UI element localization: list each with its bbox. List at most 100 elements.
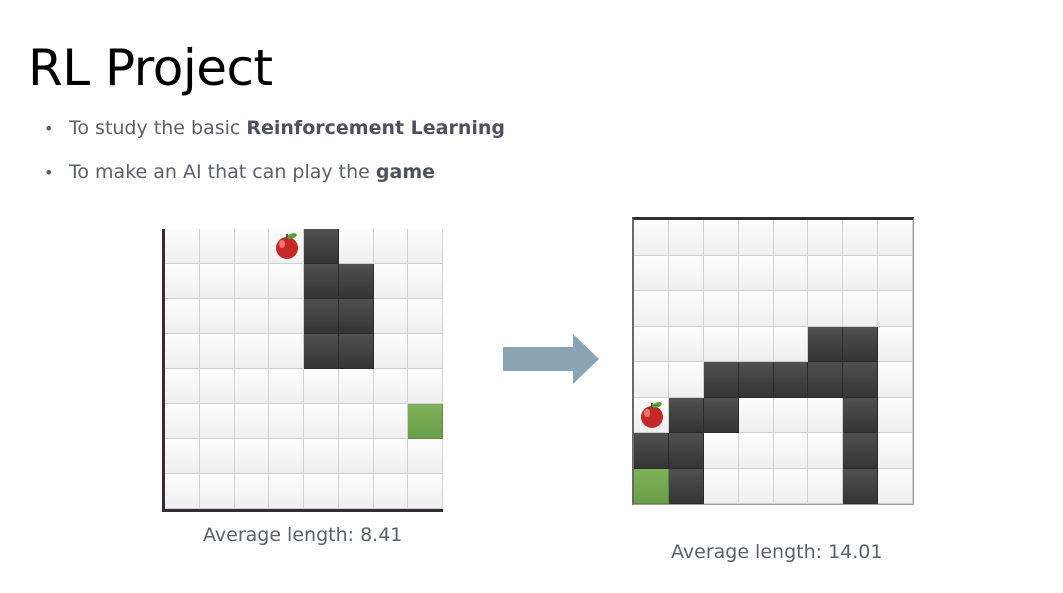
bullet-list: • To study the basic Reinforcement Learni… (44, 112, 505, 200)
board-cell (234, 299, 270, 334)
board-cell (199, 299, 235, 334)
board-cell (738, 433, 774, 469)
board-cell (843, 220, 879, 256)
board-cell (269, 404, 304, 439)
board-cell (408, 439, 443, 474)
board-cell (234, 334, 270, 369)
average-length-before: Average length: 8.41 (203, 524, 403, 546)
board-cell (878, 433, 913, 469)
game-board-before (162, 229, 443, 512)
board-cell (703, 291, 739, 327)
board-cell (773, 291, 809, 327)
board-cell (773, 433, 809, 469)
bullet-dot: • (44, 163, 54, 182)
board-cell (878, 397, 913, 433)
snake-body-segment (808, 326, 844, 362)
average-length-after: Average length: 14.01 (671, 541, 883, 563)
board-cell (808, 220, 844, 256)
board-cell (165, 229, 200, 264)
board-cell (703, 255, 739, 291)
board-cell (738, 326, 774, 362)
board-cell (634, 291, 669, 327)
board-cell (668, 326, 704, 362)
board-cell (738, 397, 774, 433)
board-cell (304, 439, 339, 474)
board-cell (234, 369, 270, 404)
snake-body-segment (843, 433, 879, 469)
board-cell (338, 474, 374, 509)
board-cell (773, 468, 809, 504)
board-cell (634, 255, 669, 291)
board-cell (703, 468, 739, 504)
bullet-item-goal: • To make an AI that can play the game (44, 156, 505, 200)
board-cell (773, 220, 809, 256)
bullet-item-study: • To study the basic Reinforcement Learni… (44, 112, 505, 156)
board-cell (373, 334, 409, 369)
board-cell (304, 369, 339, 404)
snake-body-segment (304, 229, 339, 264)
snake-body-segment (338, 299, 374, 334)
snake-body-segment (338, 264, 374, 299)
board-cell (408, 264, 443, 299)
snake-body-segment (338, 334, 374, 369)
board-cell (703, 433, 739, 469)
snake-body-segment (738, 362, 774, 398)
board-cell (408, 474, 443, 509)
board-cell (808, 433, 844, 469)
snake-body-segment (843, 326, 879, 362)
snake-body-segment (843, 397, 879, 433)
board-cell (165, 439, 200, 474)
snake-body-segment (773, 362, 809, 398)
board-cell (878, 326, 913, 362)
bullet-text: To make an AI that can play the (69, 161, 376, 183)
board-cell (199, 369, 235, 404)
board-cell (878, 468, 913, 504)
board-cell (304, 474, 339, 509)
board-cell (165, 264, 200, 299)
snake-body-segment (668, 397, 704, 433)
board-cell (408, 229, 443, 264)
board-cell (165, 474, 200, 509)
board-cell (843, 291, 879, 327)
apple-icon (276, 233, 299, 259)
bullet-bold-text: Reinforcement Learning (246, 117, 506, 139)
board-cell (199, 474, 235, 509)
board-cell (269, 264, 304, 299)
board-cell (634, 220, 669, 256)
snake-body-segment (304, 264, 339, 299)
apple-cell (634, 397, 669, 433)
board-cell (269, 369, 304, 404)
board-cell (234, 264, 270, 299)
board-cell (165, 369, 200, 404)
snake-body-segment (703, 362, 739, 398)
board-cell (878, 362, 913, 398)
snake-head (408, 404, 443, 439)
board-cell (338, 439, 374, 474)
board-cell (199, 264, 235, 299)
board-cell (338, 369, 374, 404)
board-cell (269, 334, 304, 369)
board-cell (199, 334, 235, 369)
board-cell (373, 369, 409, 404)
arrow-shape (503, 334, 599, 384)
board-cell (408, 369, 443, 404)
board-cell (338, 229, 374, 264)
board-cell (738, 291, 774, 327)
board-cell (338, 404, 374, 439)
board-cell (373, 474, 409, 509)
snake-head (634, 468, 669, 504)
snake-body-segment (668, 468, 704, 504)
board-cell (234, 474, 270, 509)
board-cell (373, 229, 409, 264)
snake-body-segment (843, 468, 879, 504)
board-cell (808, 397, 844, 433)
board-cell (269, 474, 304, 509)
board-cell (373, 299, 409, 334)
board-cell (773, 326, 809, 362)
board-cell (738, 468, 774, 504)
snake-body-segment (668, 433, 704, 469)
board-cell (878, 255, 913, 291)
board-cell (634, 326, 669, 362)
board-cell (668, 220, 704, 256)
board-cell (773, 397, 809, 433)
